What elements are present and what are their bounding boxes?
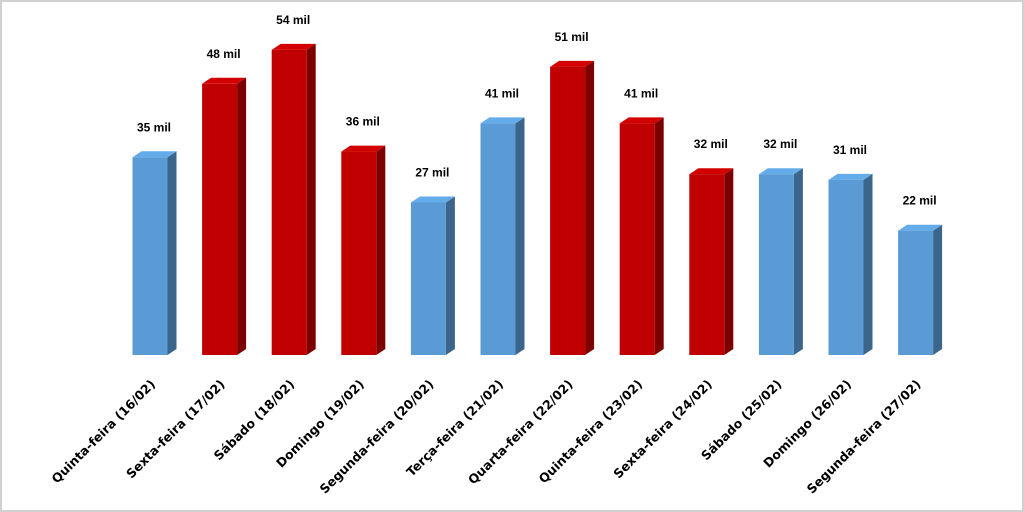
bar-side bbox=[167, 151, 177, 355]
bar bbox=[828, 179, 864, 355]
bar-top bbox=[132, 151, 177, 158]
value-label: 32 mil bbox=[694, 137, 728, 151]
value-label: 48 mil bbox=[207, 47, 241, 61]
value-label: 41 mil bbox=[624, 86, 658, 100]
bar bbox=[341, 151, 377, 355]
bar bbox=[480, 123, 516, 355]
bar-side bbox=[585, 60, 595, 355]
bar-top bbox=[410, 196, 455, 203]
value-label: 54 mil bbox=[276, 13, 310, 27]
bar bbox=[689, 174, 725, 355]
bar-side bbox=[376, 145, 386, 355]
bar bbox=[550, 66, 586, 355]
value-label: 31 mil bbox=[833, 143, 867, 157]
bar bbox=[758, 174, 794, 355]
value-label: 51 mil bbox=[555, 30, 589, 44]
bar-side bbox=[445, 196, 455, 355]
bar-top bbox=[689, 168, 734, 175]
bar bbox=[202, 83, 238, 356]
bar-top bbox=[898, 224, 943, 231]
bar bbox=[271, 49, 307, 356]
value-label: 27 mil bbox=[415, 165, 449, 179]
value-label: 22 mil bbox=[903, 194, 937, 208]
bar-side bbox=[793, 168, 803, 355]
bar-top bbox=[202, 77, 247, 84]
bar-top bbox=[550, 60, 595, 67]
bar-top bbox=[828, 173, 873, 180]
bar-side bbox=[933, 224, 943, 355]
bar-side bbox=[724, 168, 734, 355]
bar-side bbox=[515, 117, 525, 355]
value-label: 35 mil bbox=[137, 120, 171, 134]
value-label: 41 mil bbox=[485, 86, 519, 100]
bar-side bbox=[863, 173, 873, 355]
bar-side bbox=[237, 77, 247, 356]
bar bbox=[410, 202, 446, 355]
bar-side bbox=[306, 43, 316, 356]
bar-side bbox=[654, 117, 664, 355]
bar-top bbox=[341, 145, 386, 152]
value-label: 32 mil bbox=[763, 137, 797, 151]
bar bbox=[898, 230, 934, 355]
bar bbox=[132, 157, 168, 355]
bar-top bbox=[758, 168, 803, 175]
bar bbox=[619, 123, 655, 355]
bar-top bbox=[271, 43, 316, 50]
bar-top bbox=[480, 117, 525, 124]
bar-top bbox=[619, 117, 664, 124]
value-label: 36 mil bbox=[346, 115, 380, 129]
